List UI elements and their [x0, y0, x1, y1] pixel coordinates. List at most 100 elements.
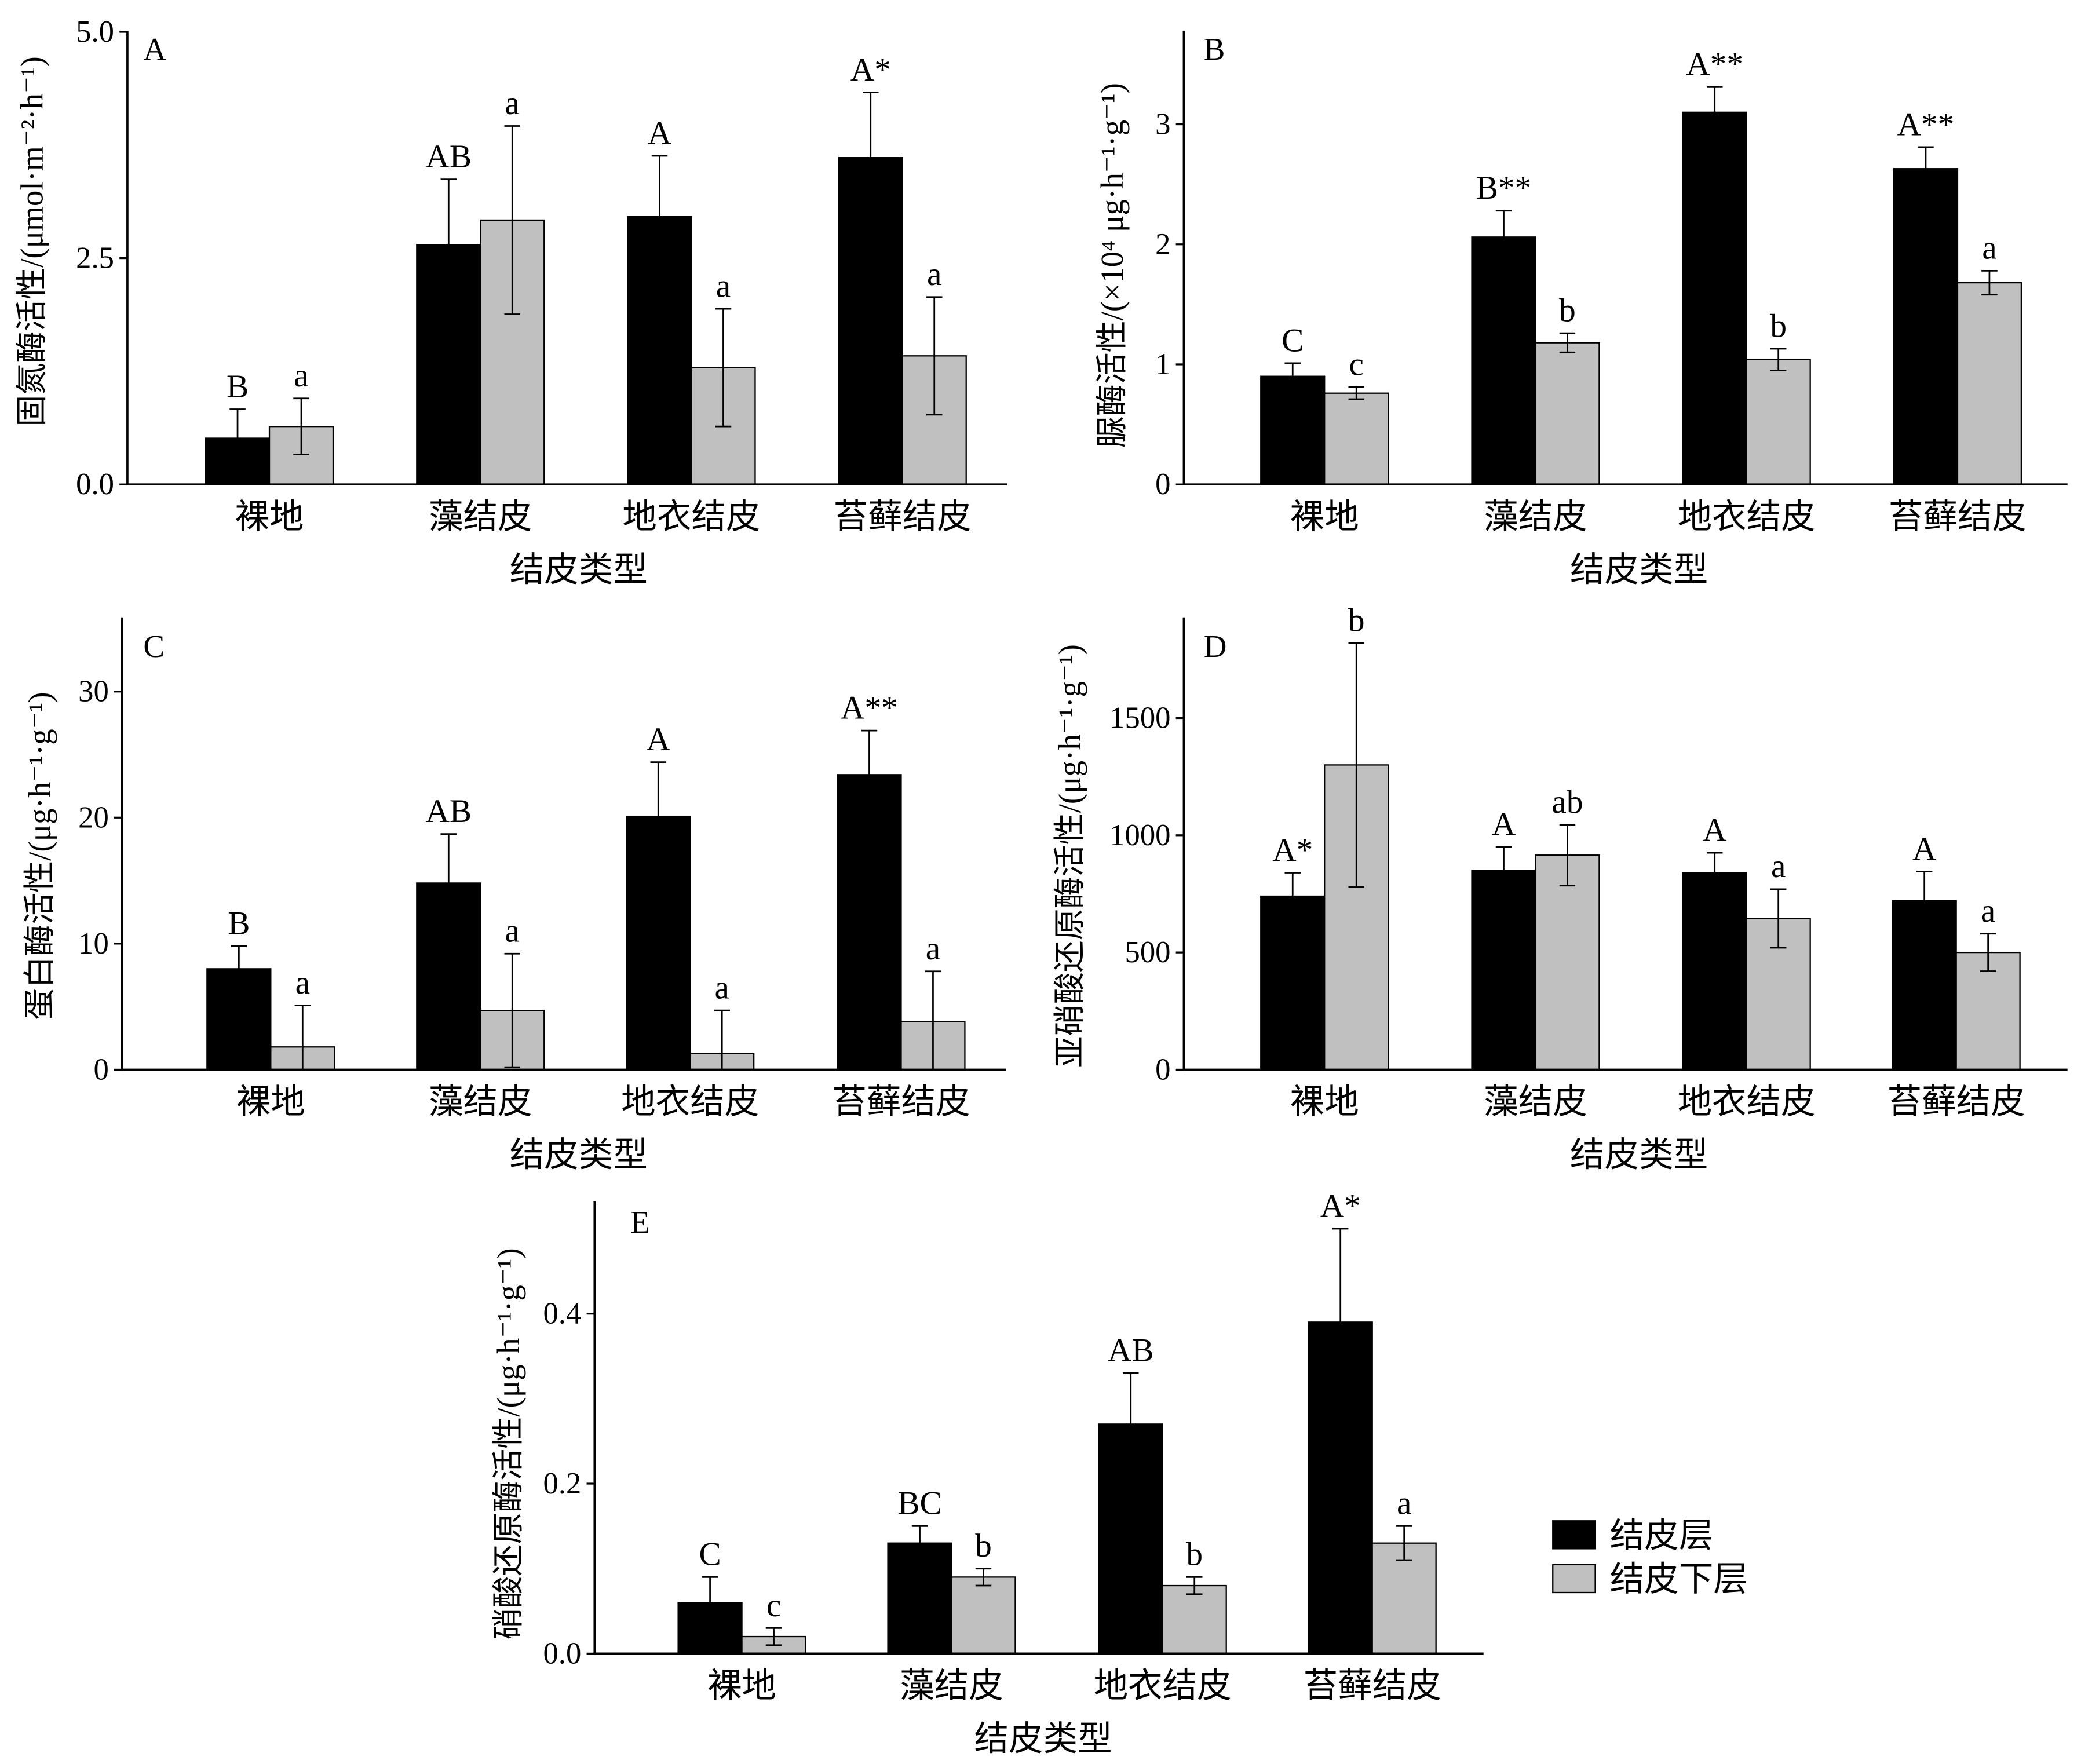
panel-d-y-tick-label-2: 1000: [1109, 819, 1170, 852]
panel-c-category-label-algal-crust: 藻结皮: [429, 1083, 532, 1121]
panel-a-category-label-algal-crust: 藻结皮: [429, 498, 532, 536]
panel-c-y-tick-label-3: 30: [78, 675, 109, 708]
panel-b-error-bar-subcrust-layer-lichen-crust: [1770, 348, 1787, 371]
panel-b-category-label-moss-crust: 苔藓结皮: [1889, 498, 2027, 536]
panel-c-sig-label-subcrust-layer-bare-soil: a: [295, 965, 310, 1001]
panel-d-y-tick-label-3: 1500: [1109, 702, 1170, 735]
panel-b-sig-label-crust-layer-bare-soil: C: [1282, 322, 1304, 359]
panel-e-error-bar-crust-layer-bare-soil: [702, 1576, 718, 1629]
panel-e-category-label-moss-crust: 苔藓结皮: [1304, 1667, 1441, 1705]
panel-e-y-tick-label-1: 0.2: [543, 1467, 582, 1500]
panel-c-error-bar-subcrust-layer-moss-crust: [925, 970, 941, 1070]
panel-e-bar-subcrust-layer-lichen-crust: [1162, 1584, 1227, 1655]
panel-d-sig-label-subcrust-layer-bare-soil: b: [1348, 602, 1365, 638]
panel-a-error-bar-subcrust-layer-lichen-crust: [715, 308, 732, 428]
panel-b-error-bar-crust-layer-moss-crust: [1918, 146, 1934, 191]
panel-b-y-tick-label-0: 0: [1155, 468, 1170, 501]
panel-d-category-label-lichen-crust: 地衣结皮: [1678, 1083, 1816, 1121]
panel-e-bars: [677, 1321, 1437, 1655]
panel-b-bar-crust-layer-moss-crust: [1893, 168, 1959, 485]
panel-c-category-label-lichen-crust: 地衣结皮: [621, 1083, 759, 1121]
panel-e-y-axis-title: 硝酸还原酶活性/(μg·h⁻¹·g⁻¹): [491, 1248, 526, 1639]
panel-b-bar-crust-layer-lichen-crust: [1682, 111, 1747, 485]
panel-d-sig-label-subcrust-layer-moss-crust: a: [1981, 893, 1995, 929]
panel-a-sig-label-crust-layer-lichen-crust: A: [648, 115, 671, 151]
panel-a-error-bar-crust-layer-lichen-crust: [651, 155, 668, 278]
panel-d-axes: [1175, 617, 2068, 1071]
panel-a-error-bar-subcrust-layer-algal-crust: [504, 125, 520, 315]
panel-d-sig-label-crust-layer-moss-crust: A: [1912, 831, 1936, 867]
panel-b-label: B: [1204, 31, 1225, 67]
panel-d-error-bar-subcrust-layer-bare-soil: [1348, 642, 1364, 888]
panel-d-significance-labels: A* A A Ab ab a a: [1272, 602, 1995, 929]
panel-b-error-bar-subcrust-layer-bare-soil: [1348, 386, 1364, 400]
panel-b-error-bar-subcrust-layer-algal-crust: [1559, 332, 1576, 353]
panel-c-error-bar-crust-layer-moss-crust: [861, 729, 878, 820]
legend-label-subcrust-layer: 结皮下层: [1610, 1560, 1748, 1598]
panel-b-sig-label-crust-layer-lichen-crust: A**: [1686, 46, 1743, 83]
panel-c-error-bar-subcrust-layer-algal-crust: [504, 952, 520, 1068]
panel-e-sig-label-crust-layer-algal-crust: BC: [897, 1485, 941, 1522]
panel-d-error-bar-subcrust-layer-lichen-crust: [1770, 888, 1787, 949]
panel-e-bar-crust-layer-algal-crust: [887, 1542, 952, 1655]
panel-a-sig-label-subcrust-layer-moss-crust: a: [927, 256, 941, 293]
panel-e-bar-subcrust-layer-moss-crust: [1371, 1542, 1437, 1655]
panel-a-error-bar-subcrust-layer-bare-soil: [293, 397, 309, 455]
panel-d-bar-crust-layer-bare-soil: [1260, 895, 1326, 1071]
panel-c-significance-labels: B AB A A** a a a a: [228, 690, 940, 1006]
panel-a-axes: [119, 31, 1007, 486]
panel-a-error-bar-crust-layer-algal-crust: [440, 178, 457, 311]
panel-b-y-tick-label-2: 2: [1155, 228, 1170, 261]
panel-d-category-label-moss-crust: 苔藓结皮: [1887, 1083, 2025, 1121]
panel-e-sig-label-subcrust-layer-lichen-crust: b: [1186, 1536, 1203, 1573]
panel-b-error-bar-subcrust-layer-moss-crust: [1981, 269, 1998, 296]
panel-d-error-bar-crust-layer-lichen-crust: [1706, 852, 1723, 894]
panel-d-y-tick-label-0: 0: [1155, 1053, 1170, 1086]
panel-d-bar-crust-layer-algal-crust: [1471, 870, 1536, 1071]
panel-a-category-label-moss-crust: 苔藓结皮: [834, 498, 972, 536]
panel-b-sig-label-crust-layer-moss-crust: A**: [1897, 106, 1955, 143]
panel-d-label: D: [1204, 629, 1227, 664]
panel-c-sig-label-crust-layer-lichen-crust: A: [647, 721, 670, 758]
panel-b-sig-label-subcrust-layer-moss-crust: a: [1982, 230, 1996, 266]
panel-e-category-label-bare-soil: 裸地: [707, 1667, 776, 1705]
legend-label-crust-layer: 结皮层: [1610, 1516, 1714, 1554]
panel-e-label: E: [630, 1204, 650, 1240]
panel-c-category-label-moss-crust: 苔藓结皮: [832, 1083, 970, 1121]
panel-b-bar-subcrust-layer-bare-soil: [1324, 392, 1389, 485]
panel-e-error-bar-subcrust-layer-bare-soil: [765, 1627, 782, 1646]
panel-e-y-tick-label-0: 0.0: [543, 1637, 582, 1670]
panel-b-x-axis-title: 结皮类型: [1570, 550, 1708, 589]
panel-c-error-bars: [231, 729, 941, 1070]
panel-d-y-axis-title: 亚硝酸还原酶活性/(μg·h⁻¹·g⁻¹): [1052, 644, 1087, 1068]
panel-e-axes: [586, 1201, 1484, 1655]
panel-c-y-tick-label-0: 0: [94, 1053, 109, 1086]
panel-d-error-bar-crust-layer-moss-crust: [1916, 871, 1933, 932]
panel-a-sig-label-crust-layer-bare-soil: B: [227, 368, 249, 405]
panel-e-category-label-algal-crust: 藻结皮: [900, 1667, 1003, 1705]
legend-swatch-crust-layer: [1552, 1520, 1596, 1550]
panel-c-sig-label-subcrust-layer-lichen-crust: a: [714, 970, 729, 1006]
panel-b-category-label-bare-soil: 裸地: [1290, 498, 1359, 536]
panel-b-y-tick-label-3: 3: [1155, 108, 1170, 141]
panel-c-sig-label-subcrust-layer-algal-crust: a: [505, 913, 520, 949]
panel-a-sig-label-subcrust-layer-bare-soil: a: [294, 357, 308, 394]
panel-d-category-label-algal-crust: 藻结皮: [1484, 1083, 1587, 1121]
panel-c-error-bar-crust-layer-lichen-crust: [650, 761, 666, 872]
panel-b-category-label-algal-crust: 藻结皮: [1484, 498, 1587, 536]
panel-b-y-axis-title: 脲酶活性/(×10⁴ μg·h⁻¹·g⁻¹): [1094, 83, 1130, 448]
panel-a-y-axis-title: 固氮酶活性/(μmol·m⁻²·h⁻¹): [14, 56, 49, 427]
panel-c-x-axis-title: 结皮类型: [510, 1136, 648, 1174]
panel-a-x-axis-title: 结皮类型: [510, 550, 648, 589]
panel-c-y-tick-label-1: 10: [78, 927, 109, 960]
panel-c-y-axis-title: 蛋白酶活性/(μg·h⁻¹·g⁻¹): [22, 692, 57, 1020]
panel-b-sig-label-subcrust-layer-lichen-crust: b: [1770, 308, 1787, 344]
panel-a-y-tick-label-2: 5.0: [76, 15, 114, 49]
